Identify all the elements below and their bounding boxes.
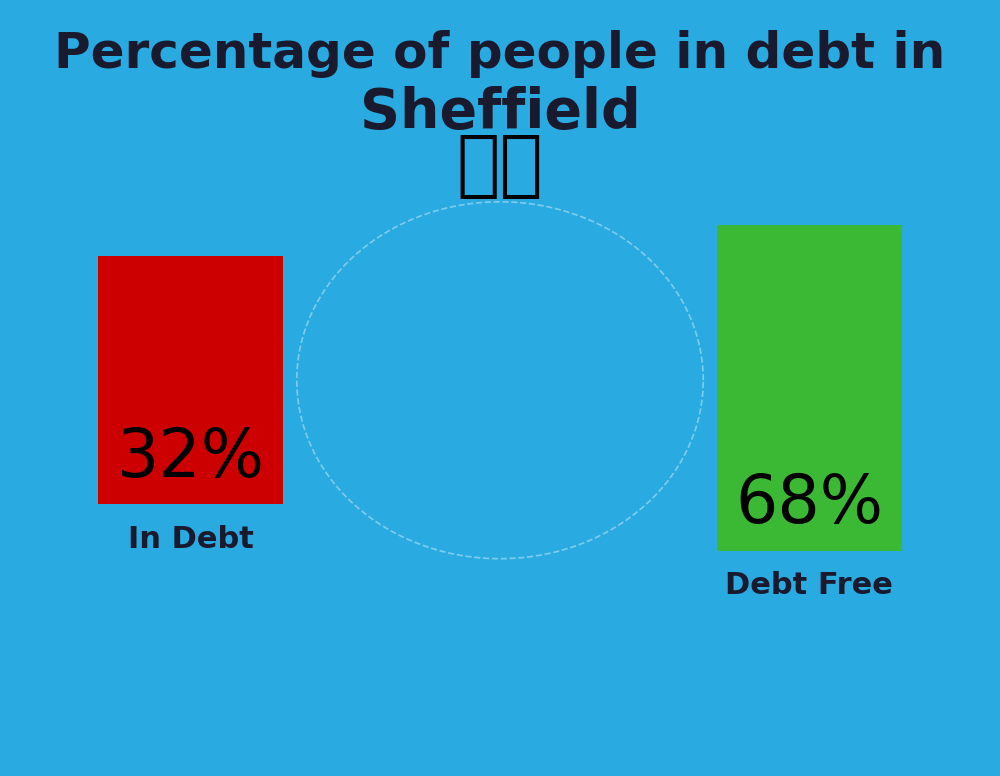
Text: Sheffield: Sheffield <box>360 85 640 140</box>
Text: 32%: 32% <box>117 424 265 491</box>
Bar <box>98 256 283 504</box>
Text: 68%: 68% <box>735 471 883 538</box>
Text: In Debt: In Debt <box>128 525 254 554</box>
Text: 🇬🇧: 🇬🇧 <box>457 133 543 201</box>
Text: Percentage of people in debt in: Percentage of people in debt in <box>54 30 946 78</box>
Bar <box>717 225 902 551</box>
Text: Debt Free: Debt Free <box>725 571 893 601</box>
